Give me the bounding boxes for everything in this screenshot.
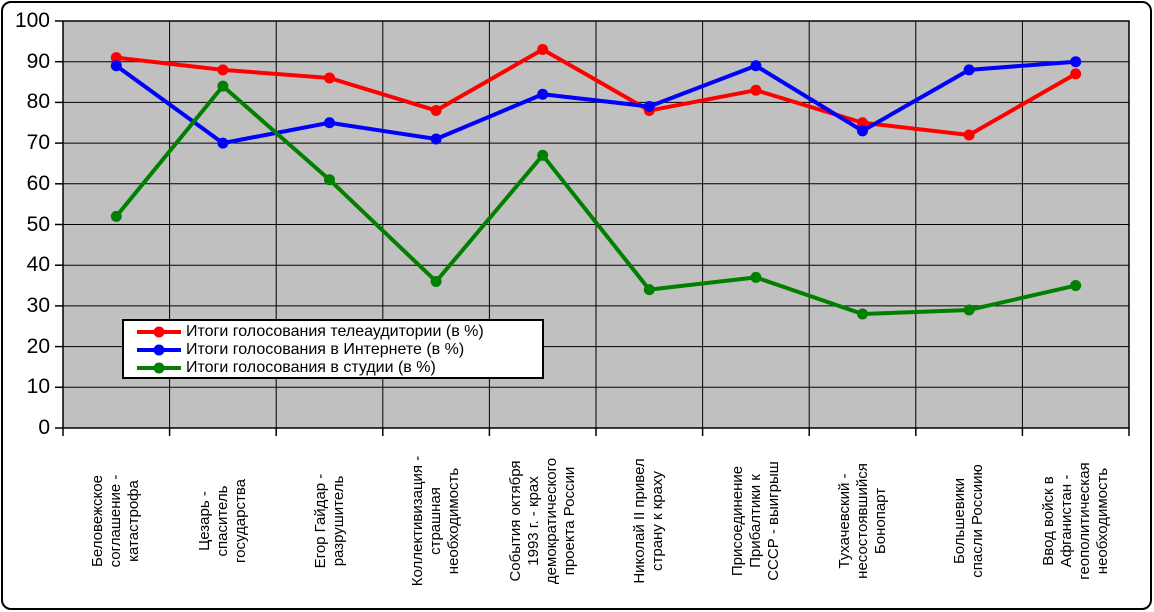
y-axis-tick-label: 90 [26,49,50,73]
x-axis-category-label: Большевики спасли Россиию [951,464,987,578]
data-point-marker [537,88,549,100]
legend-label: Итоги голосования в студии (в %) [186,359,436,376]
y-axis-tick-label: 0 [38,416,50,439]
data-point-marker [857,308,868,320]
series-line-2 [114,84,1077,317]
data-point-marker [537,43,549,55]
data-point-marker [430,105,442,117]
data-point-marker [324,117,335,129]
data-point-marker [643,100,655,112]
x-axis-category-label: Ввод войск в Афганистан - геополитическая н… [1039,462,1111,580]
legend-marker-icon [137,326,181,338]
y-axis-tick-label: 30 [26,293,50,317]
y-axis-tick-label: 100 [14,9,50,32]
data-point-marker [110,52,122,64]
data-point-marker [857,117,868,129]
data-point-marker [430,275,442,287]
data-point-marker [1070,68,1082,80]
data-point-marker [963,304,975,316]
data-point-marker [110,210,122,222]
data-point-marker [324,174,335,186]
data-point-marker [430,133,442,145]
data-point-marker [110,60,122,72]
legend-label: Итоги голосования телеаудитории (в %) [186,323,484,340]
data-point-marker [963,129,975,141]
y-axis-tick-label: 40 [26,253,50,277]
x-axis-category-label: Николай II привел страну к краху [631,458,667,584]
y-axis-tick-label: 80 [26,90,50,114]
x-axis-category-label: События октября 1993 г. - крах демократиче… [506,457,578,585]
data-point-marker [217,64,229,76]
data-point-marker [750,271,762,283]
data-point-marker [324,72,335,84]
x-axis-category-label: Коллективизация - страшная необходимость [409,455,463,587]
legend-item: Итоги голосования в Интернете (в %) [137,341,542,359]
legend-item: Итоги голосования в студии (в %) [137,359,542,377]
data-point-marker [1070,56,1082,68]
legend-item: Итоги голосования телеаудитории (в %) [137,323,542,341]
y-axis-tick-label: 10 [26,375,50,399]
y-axis-tick-label: 20 [26,334,50,358]
x-axis-category-label: Присоединение Прибалтики к СССР - выигрыш [728,461,782,581]
data-point-marker [750,60,762,72]
data-point-marker [750,84,762,96]
data-point-marker [217,137,229,149]
data-point-marker [963,64,975,76]
x-axis-category-label: Тухачевский - несостоявшийся Бонопарт [835,463,889,579]
legend-label: Итоги голосования в Интернете (в %) [186,341,465,358]
x-axis-category-label: Егор Гайдар - разрушитель [311,473,347,569]
x-axis-category-label: Цезарь - спаситель государства [195,479,249,563]
y-axis-tick-label: 70 [26,131,50,155]
legend: Итоги голосования телеаудитории (в %) Ито… [122,319,544,379]
series-line-0 [116,47,1077,137]
data-point-marker [217,80,229,92]
x-axis-category-label: Беловежское соглашение - катастрофа [89,474,143,568]
legend-marker-icon [137,344,181,356]
data-point-marker [643,284,655,296]
y-axis-tick-label: 60 [26,171,50,195]
data-point-marker [857,125,868,137]
y-axis-tick-label: 50 [26,212,50,236]
legend-marker-icon [137,362,181,374]
data-point-marker [537,149,549,161]
data-point-marker [1070,280,1082,292]
